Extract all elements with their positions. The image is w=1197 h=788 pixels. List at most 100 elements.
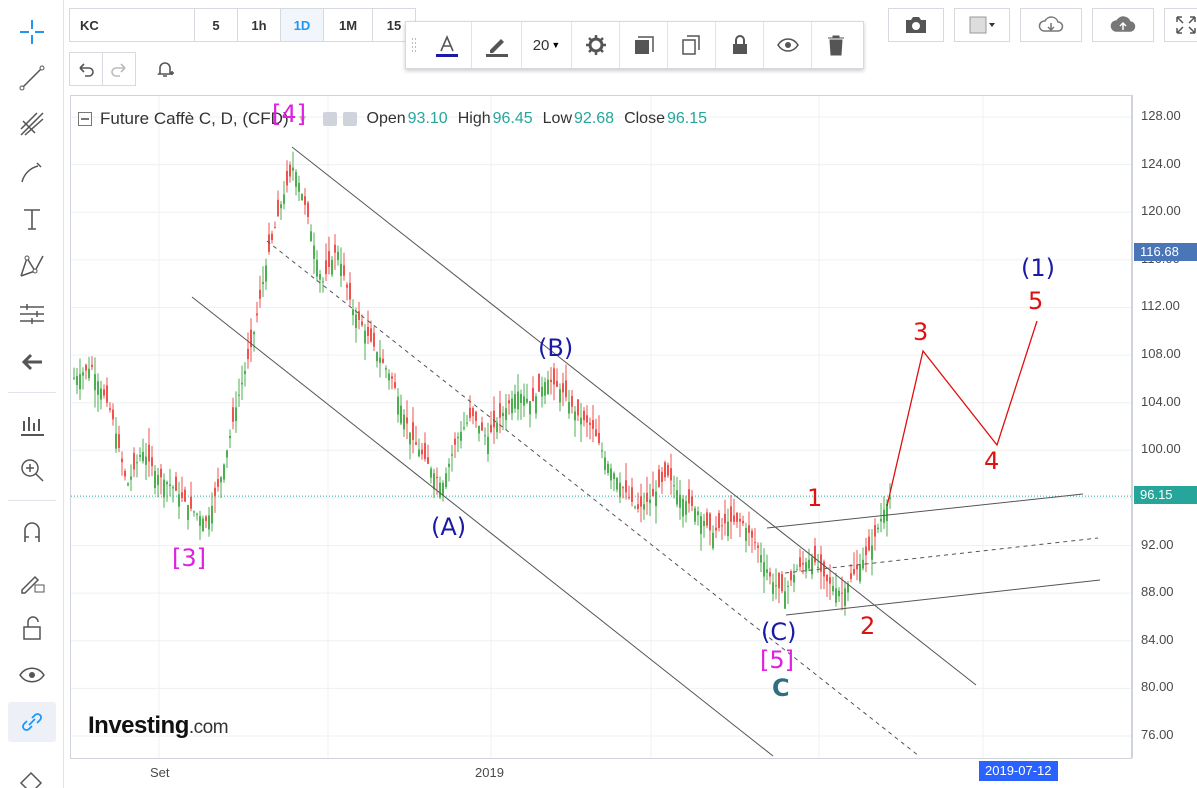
wave-label-3-minor[interactable]: 3 [913,318,929,346]
lock-drawings-tool[interactable] [8,608,56,648]
candle-body [826,575,828,582]
hide-button[interactable] [764,22,812,68]
candle-body [466,422,468,424]
candle-body [664,462,666,478]
candle-body [853,568,855,575]
price-tick-label: 84.00 [1141,631,1174,647]
line-color-button[interactable] [472,22,522,68]
sync-drawings-tool[interactable] [8,702,56,742]
wave-label-5-primary[interactable]: [5] [760,646,794,674]
hide-drawings-tool[interactable] [8,655,56,695]
text-color-button[interactable] [422,22,472,68]
settings-icon[interactable] [342,112,357,126]
candle-body [514,393,516,409]
undo-redo-row [69,52,188,86]
interval-1d[interactable]: 1D [280,8,324,42]
text-tool[interactable] [8,199,56,239]
save-layout-button[interactable] [1092,8,1154,42]
candle-body [862,559,864,569]
crosshair-tool[interactable] [8,12,56,52]
clone-button[interactable] [668,22,716,68]
candle-body [394,382,396,388]
wave-label-a[interactable]: (A) [431,513,467,541]
wave-label-b[interactable]: (B) [538,334,574,362]
drag-handle-icon[interactable] [406,22,422,68]
candle-body [697,511,699,516]
visibility-icon[interactable] [322,112,337,126]
interval-1m[interactable]: 1M [323,8,373,42]
brush-tool[interactable] [8,152,56,192]
legend-title[interactable]: Future Caffè C, D, (CFD) [100,109,289,128]
wave-label-4-primary[interactable]: [4] [272,100,306,128]
visual-order-button[interactable] [620,22,668,68]
measure-tool[interactable] [8,294,56,334]
trend-line-tool[interactable] [8,58,56,98]
time-axis[interactable]: Set 2019 2019-07-12 [70,758,1132,786]
stay-in-draw-mode-tool[interactable] [8,560,56,600]
candle-body [160,468,162,478]
candle-body [328,251,330,267]
wave-label-5-minor[interactable]: 5 [1028,287,1044,315]
candle-body [487,436,489,455]
candle-body [727,521,729,537]
candle-body [478,425,480,434]
wave-label-4-minor[interactable]: 4 [984,447,1000,475]
candle-body [274,227,276,229]
snapshot-button[interactable] [888,8,944,42]
alert-button[interactable] [142,52,188,86]
chart-pane[interactable] [70,95,1132,758]
collapse-legend-icon[interactable] [78,112,92,126]
wave-label-2-minor[interactable]: 2 [860,612,876,640]
candle-body [382,358,384,363]
undo-button[interactable] [69,52,103,86]
pencil-icon [485,39,508,57]
candle-body [211,505,213,524]
redo-button[interactable] [102,52,136,86]
candle-body [556,380,558,387]
delete-button[interactable] [812,22,860,68]
candle-body [109,408,111,410]
candle-body [151,457,153,467]
candle-body [442,482,444,496]
candle-body [241,382,243,385]
candle-body [619,482,621,498]
undo-icon [79,63,94,77]
candle-body [340,263,342,276]
load-layout-button[interactable] [1020,8,1082,42]
pitchfork-tool[interactable] [8,104,56,144]
color-picker-button[interactable] [954,8,1010,42]
fullscreen-button[interactable] [1164,8,1197,42]
chevron-down-icon[interactable]: ▼ [296,112,309,126]
candle-body [625,480,627,493]
candle-body [481,422,483,431]
settings-button[interactable] [572,22,620,68]
lock-button[interactable] [716,22,764,68]
candle-body [451,454,453,456]
wave-label-c[interactable]: (C) [761,618,797,646]
symbol-search[interactable]: KC [69,8,195,42]
wave-label-c-cycle[interactable]: C [772,674,790,702]
hide-toolbar-button[interactable] [8,342,56,382]
wave-label-1-minor[interactable]: 1 [807,484,823,512]
font-size-select[interactable]: 20 ▼ [522,22,572,68]
layers-icon [634,36,654,54]
candle-body [427,457,429,464]
interval-1h[interactable]: 1h [237,8,281,42]
zoom-in-tool[interactable] [8,450,56,490]
magnet-tool[interactable] [8,512,56,552]
candle-body [793,574,795,583]
price-axis[interactable]: 128.00124.00120.00116.00112.00108.00104.… [1132,95,1197,758]
wave-label-1-intermediate[interactable]: (1) [1021,254,1055,282]
candle-body [712,532,714,549]
candle-body [628,497,630,499]
interval-5[interactable]: 5 [194,8,238,42]
projected-wave-path [886,320,1038,507]
long-position-tool[interactable] [8,404,56,444]
wave-label-3-primary[interactable]: [3] [172,544,206,572]
eraser-tool[interactable] [8,760,56,788]
candle-body [541,386,543,397]
candle-body [463,427,465,429]
pattern-tool[interactable] [8,246,56,286]
cloud-upload-icon [1110,16,1136,32]
candle-body [586,415,588,423]
